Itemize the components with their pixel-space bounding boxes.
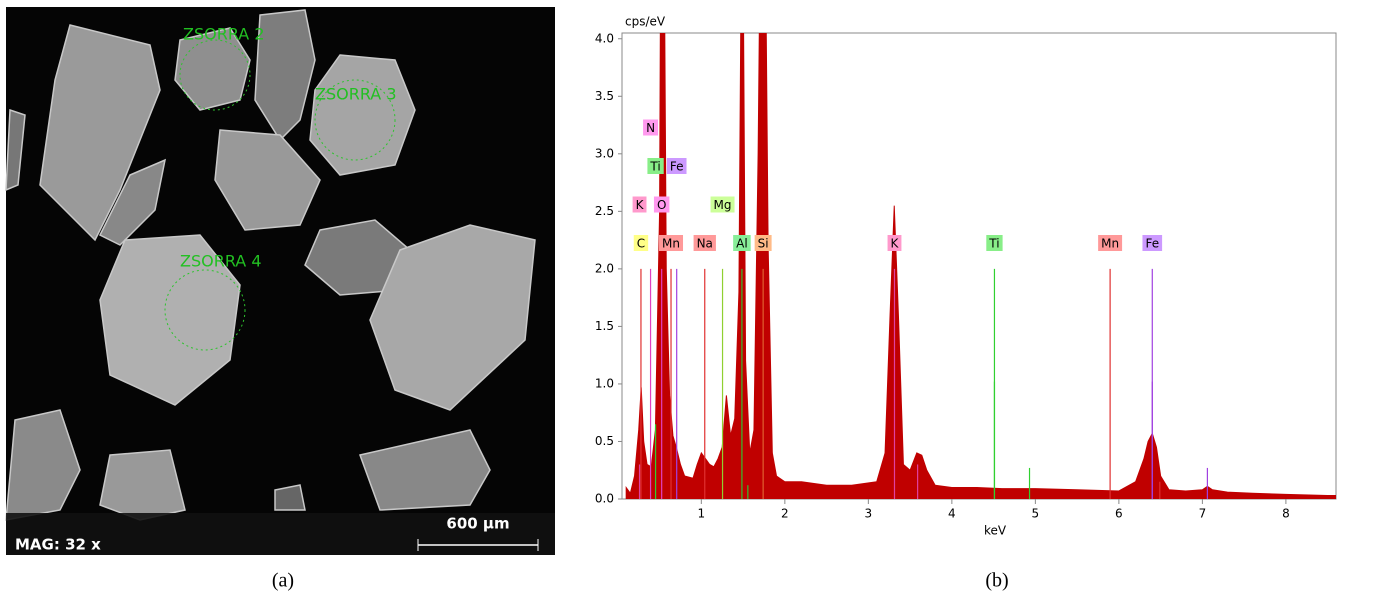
y-tick-label: 3.5 — [595, 89, 614, 103]
element-label: Si — [758, 237, 769, 251]
x-tick-label: 4 — [948, 507, 956, 521]
y-tick-label: 1.0 — [595, 376, 614, 390]
element-label: Ti — [988, 237, 999, 251]
element-label: Na — [697, 237, 713, 251]
element-label: Ti — [649, 160, 660, 174]
y-tick-label: 1.5 — [595, 319, 614, 333]
element-label: Al — [736, 237, 748, 251]
sem-image: ZSORRA 2 ZSORRA 3 ZSORRA 4 MAG: 32 x 600… — [6, 7, 555, 555]
region-label: ZSORRA 3 — [315, 85, 397, 104]
x-tick-label: 3 — [865, 507, 873, 521]
figure: ZSORRA 2 ZSORRA 3 ZSORRA 4 MAG: 32 x 600… — [0, 0, 1379, 599]
x-tick-label: 8 — [1282, 507, 1290, 521]
x-tick-label: 2 — [781, 507, 789, 521]
y-tick-label: 2.5 — [595, 204, 614, 218]
y-tick-label: 0.5 — [595, 434, 614, 448]
region-label: ZSORRA 4 — [180, 252, 262, 271]
y-tick-label: 2.0 — [595, 261, 614, 275]
panel-label: (a) — [272, 570, 294, 592]
x-tick-label: 5 — [1032, 507, 1040, 521]
scale-bar-label: 600 µm — [446, 515, 509, 533]
element-label: Mn — [1101, 237, 1119, 251]
element-label: N — [646, 121, 655, 135]
element-label: K — [891, 237, 900, 251]
y-tick-label: 4.0 — [595, 31, 614, 45]
x-axis-label: keV — [984, 524, 1007, 538]
element-label: Mn — [662, 237, 680, 251]
element-label: O — [657, 198, 666, 212]
y-tick-label: 0.0 — [595, 492, 614, 506]
element-label: Mg — [714, 198, 732, 212]
magnification: MAG: 32 x — [15, 536, 101, 554]
region-label: ZSORRA 2 — [183, 25, 265, 44]
x-tick-label: 7 — [1199, 507, 1207, 521]
x-tick-label: 6 — [1115, 507, 1123, 521]
element-label: K — [636, 198, 645, 212]
y-tick-label: 3.0 — [595, 146, 614, 160]
element-label: C — [637, 237, 645, 251]
panel-label: (b) — [985, 570, 1008, 592]
y-axis-label: cps/eV — [625, 15, 666, 29]
x-tick-label: 1 — [698, 507, 706, 521]
element-label: Fe — [670, 160, 684, 174]
element-label: Fe — [1145, 237, 1159, 251]
